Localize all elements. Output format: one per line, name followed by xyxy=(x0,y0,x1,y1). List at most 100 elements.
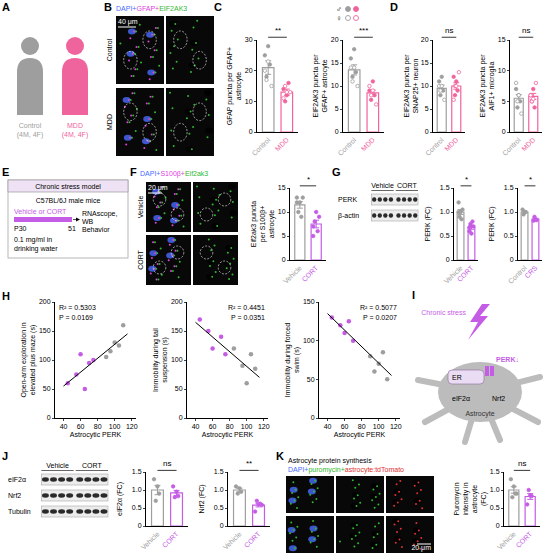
svg-text:Control: Control xyxy=(19,122,42,129)
svg-text:CORT: CORT xyxy=(514,530,533,549)
svg-text:120: 120 xyxy=(258,423,270,430)
svg-text:0: 0 xyxy=(502,128,506,135)
svg-text:K: K xyxy=(276,450,284,462)
svg-text:CORT: CORT xyxy=(137,249,144,269)
svg-text:20: 20 xyxy=(245,67,253,74)
svg-text:MDD: MDD xyxy=(360,136,376,152)
svg-text:R² = 0.4451: R² = 0.4451 xyxy=(228,304,265,311)
svg-text:80: 80 xyxy=(226,423,234,430)
svg-text:0.5: 0.5 xyxy=(132,504,142,511)
svg-text:120: 120 xyxy=(390,423,402,430)
svg-text:0: 0 xyxy=(335,128,339,135)
svg-text:Vehicle: Vehicle xyxy=(222,530,243,551)
svg-text:50: 50 xyxy=(43,385,51,392)
svg-text:CORT: CORT xyxy=(456,264,475,283)
svg-text:**: ** xyxy=(275,26,281,35)
svg-text:Control: Control xyxy=(507,264,528,285)
svg-text:1.0: 1.0 xyxy=(490,486,500,493)
svg-text:PERK (FC): PERK (FC) xyxy=(424,207,432,242)
svg-text:Astrocyte: Astrocyte xyxy=(465,410,494,418)
svg-text:0.1 mg/ml in: 0.1 mg/ml in xyxy=(14,236,52,244)
svg-text:1.0: 1.0 xyxy=(504,208,514,215)
svg-text:♀: ♀ xyxy=(336,14,342,23)
svg-text:B: B xyxy=(104,1,112,13)
svg-text:20: 20 xyxy=(421,36,429,43)
svg-text:MDD: MDD xyxy=(67,122,83,129)
svg-text:eIF2α (FC): eIF2α (FC) xyxy=(116,482,124,516)
svg-text:100: 100 xyxy=(373,423,385,430)
svg-text:J: J xyxy=(2,450,8,462)
svg-text:ns: ns xyxy=(445,26,453,35)
svg-text:(4M, 4F): (4M, 4F) xyxy=(17,131,43,139)
svg-text:CORT: CORT xyxy=(397,182,417,189)
svg-text:MDD: MDD xyxy=(274,136,290,152)
svg-text:CRS: CRS xyxy=(523,264,539,280)
svg-text:Vehicle: Vehicle xyxy=(137,196,144,219)
svg-text:♂: ♂ xyxy=(336,5,342,14)
svg-text:drinking water: drinking water xyxy=(14,245,58,253)
svg-text:EIF2AK3 puncta perSNAP25+ neur: EIF2AK3 puncta perSNAP25+ neuron xyxy=(403,54,419,118)
svg-text:G: G xyxy=(332,166,341,178)
svg-text:Behavior: Behavior xyxy=(82,226,110,233)
svg-text:ns: ns xyxy=(522,26,530,35)
svg-text:200: 200 xyxy=(171,298,183,305)
svg-text:60: 60 xyxy=(77,423,85,430)
svg-text:R² = 0.5303: R² = 0.5303 xyxy=(59,304,96,311)
svg-text:Eif2ak3 punctaper S100β+astroc: Eif2ak3 punctaper S100β+astrocyte xyxy=(250,201,276,247)
svg-text:RNAscope,: RNAscope, xyxy=(82,210,117,218)
svg-text:Vehicle: Vehicle xyxy=(46,462,69,469)
svg-text:ns: ns xyxy=(518,459,526,468)
svg-text:PERK↓: PERK↓ xyxy=(496,356,519,363)
svg-text:Control: Control xyxy=(501,136,522,157)
svg-text:150: 150 xyxy=(171,327,183,334)
svg-text:1.5: 1.5 xyxy=(132,468,142,475)
svg-text:150: 150 xyxy=(39,327,51,334)
svg-text:Immobility during tailsuspensi: Immobility during tailsuspension (s) xyxy=(152,328,169,392)
svg-text:A: A xyxy=(2,1,10,13)
svg-text:CORT: CORT xyxy=(300,264,319,283)
svg-text:MDD: MDD xyxy=(443,136,459,152)
svg-text:10: 10 xyxy=(498,67,506,74)
svg-text:10: 10 xyxy=(421,82,429,89)
svg-text:Control: Control xyxy=(250,136,271,157)
svg-text:eIF2α: eIF2α xyxy=(452,395,470,402)
svg-text:**: ** xyxy=(246,459,252,468)
svg-text:60: 60 xyxy=(209,423,217,430)
svg-text:50: 50 xyxy=(175,385,183,392)
svg-text:F: F xyxy=(130,166,137,178)
svg-text:80: 80 xyxy=(358,423,366,430)
svg-text:60: 60 xyxy=(341,423,349,430)
svg-text:Puromycinintensity inastrocyte: Puromycinintensity inastrocyte(FC) xyxy=(453,482,488,515)
svg-text:0.5: 0.5 xyxy=(440,232,450,239)
svg-text:***: *** xyxy=(359,26,368,35)
svg-text:Nrf2 (FC): Nrf2 (FC) xyxy=(198,484,206,513)
svg-text:P30: P30 xyxy=(14,225,27,232)
svg-text:Tubulin: Tubulin xyxy=(8,508,31,515)
svg-text:0: 0 xyxy=(446,256,450,263)
svg-text:P = 0.0207: P = 0.0207 xyxy=(363,314,397,321)
svg-text:15: 15 xyxy=(331,59,339,66)
svg-text:100: 100 xyxy=(303,337,315,344)
svg-text:1.0: 1.0 xyxy=(214,486,224,493)
svg-text:CORT: CORT xyxy=(161,530,180,549)
svg-text:10: 10 xyxy=(245,98,253,105)
svg-text:40 μm: 40 μm xyxy=(118,18,138,26)
svg-text:Vehicle: Vehicle xyxy=(496,530,517,551)
svg-text:1.5: 1.5 xyxy=(440,184,450,191)
svg-text:DAPI+puromycin+astrocyte:tdTom: DAPI+puromycin+astrocyte:tdTomato xyxy=(288,466,404,474)
svg-text:10: 10 xyxy=(331,82,339,89)
svg-text:0: 0 xyxy=(220,522,224,529)
svg-text:1.0: 1.0 xyxy=(440,208,450,215)
svg-text:20 μm: 20 μm xyxy=(148,184,168,192)
svg-text:150: 150 xyxy=(303,298,315,305)
svg-text:Nrf2: Nrf2 xyxy=(492,395,505,402)
svg-text:Chronic stress model: Chronic stress model xyxy=(35,183,101,190)
svg-text:Control: Control xyxy=(336,136,357,157)
svg-text:40: 40 xyxy=(192,423,200,430)
svg-text:*: * xyxy=(529,175,532,184)
svg-text:5: 5 xyxy=(282,232,286,239)
svg-text:P = 0.0169: P = 0.0169 xyxy=(59,314,93,321)
svg-text:100: 100 xyxy=(109,423,121,430)
svg-text:100: 100 xyxy=(39,356,51,363)
svg-text:0.5: 0.5 xyxy=(214,504,224,511)
